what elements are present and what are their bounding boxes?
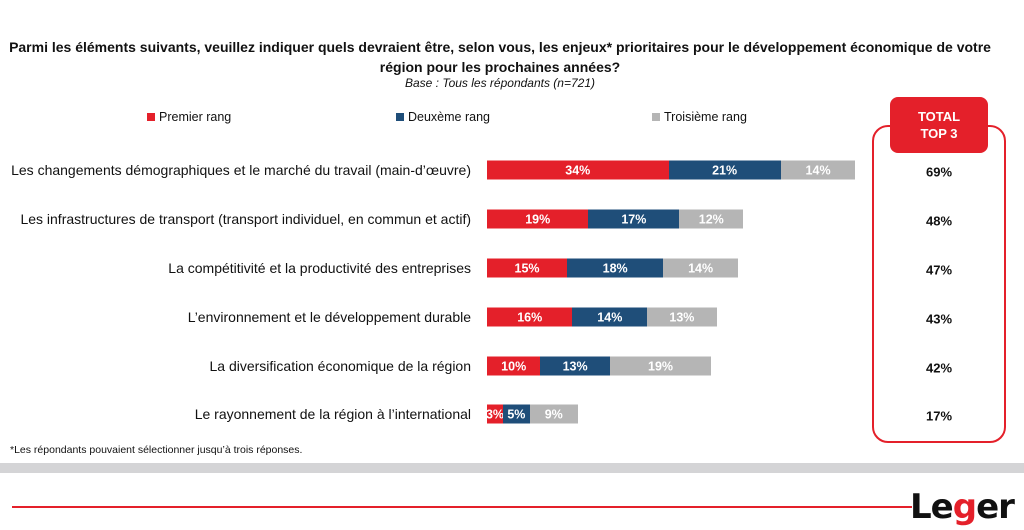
chart-subtitle: Base : Tous les répondants (n=721) bbox=[404, 76, 595, 90]
category-label: L’environnement et le développement dura… bbox=[187, 309, 471, 325]
total-value: 17% bbox=[925, 408, 953, 424]
category-label: Le rayonnement de la région à l’internat… bbox=[194, 406, 471, 422]
legend-item: Deuxème rang bbox=[396, 110, 490, 124]
legend-swatch bbox=[396, 113, 404, 121]
bar-segment: 34% bbox=[487, 160, 669, 180]
category-label: Les infrastructures de transport (transp… bbox=[20, 211, 471, 227]
legend-swatch bbox=[652, 113, 660, 121]
leger-logo: Leger bbox=[910, 487, 1015, 527]
total-label: TOTAL bbox=[917, 109, 961, 124]
bar-segment: 13% bbox=[647, 307, 717, 327]
legend-swatch bbox=[147, 113, 155, 121]
legend-label: Troisième rang bbox=[664, 110, 747, 124]
legend-item: Troisième rang bbox=[652, 110, 747, 124]
total-value: 69% bbox=[925, 164, 953, 180]
total-value: 43% bbox=[925, 311, 953, 327]
top3-label: TOP 3 bbox=[920, 126, 958, 141]
bar-segment: 13% bbox=[540, 356, 610, 376]
bar-segment: 10% bbox=[487, 356, 541, 376]
category-label: La diversification économique de la régi… bbox=[209, 358, 472, 374]
bar-segment: 9% bbox=[529, 404, 578, 424]
bar-segment: 16% bbox=[487, 307, 573, 327]
total-value: 48% bbox=[925, 213, 953, 229]
bar-segment: 3% bbox=[486, 404, 504, 424]
bar-segment: 19% bbox=[487, 209, 589, 229]
total-header: TOTAL TOP 3 bbox=[890, 97, 988, 153]
bar-segment: 12% bbox=[679, 209, 744, 229]
divider-band bbox=[0, 463, 1024, 473]
footer-line bbox=[12, 506, 912, 508]
footnote: *Les répondants pouvaient sélectionner j… bbox=[10, 444, 303, 456]
bar-segment: 21% bbox=[668, 160, 781, 180]
bar-segment: 14% bbox=[572, 307, 648, 327]
bar-segment: 14% bbox=[663, 258, 738, 278]
category-label: Les changements démographiques et le mar… bbox=[11, 162, 471, 178]
bar-segment: 14% bbox=[780, 160, 856, 180]
total-value: 47% bbox=[925, 262, 953, 278]
total-box bbox=[872, 125, 1006, 443]
bar-segment: 17% bbox=[588, 209, 680, 229]
legend-label: Premier rang bbox=[159, 110, 232, 124]
legend-item: Premier rang bbox=[147, 110, 231, 124]
bar-segment: 15% bbox=[487, 258, 568, 278]
bar-segment: 18% bbox=[567, 258, 664, 278]
chart-title: Parmi les éléments suivants, veuillez in… bbox=[9, 39, 991, 75]
legend-label: Deuxème rang bbox=[408, 110, 490, 124]
category-label: La compétitivité et la productivité des … bbox=[168, 260, 471, 276]
bar-segment: 5% bbox=[503, 404, 530, 424]
bar-segment: 19% bbox=[609, 356, 712, 376]
total-value: 42% bbox=[925, 360, 953, 376]
